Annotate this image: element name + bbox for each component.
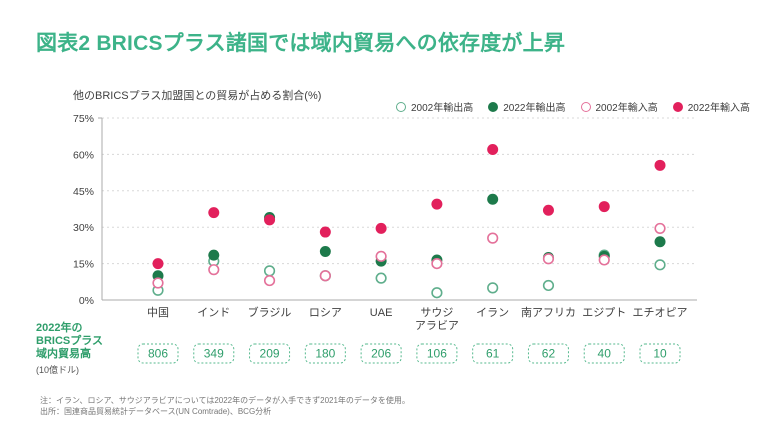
data-point: [654, 236, 666, 248]
volume-badge-value: 209: [260, 347, 280, 361]
volume-badge-box: [360, 343, 402, 364]
data-point: [208, 207, 220, 219]
open-circle-pink-icon: [580, 101, 591, 112]
volume-badge-box: [137, 343, 179, 364]
data-point: [375, 272, 387, 284]
data-point: [375, 222, 387, 234]
data-point: [152, 277, 164, 289]
volume-badge-value: 806: [148, 347, 168, 361]
data-point: [431, 287, 443, 299]
volume-badge-box: [527, 343, 569, 364]
volume-badge-value: 180: [315, 347, 335, 361]
volume-badge-value: 40: [598, 347, 612, 361]
data-point: [208, 249, 220, 261]
data-point: [319, 270, 331, 282]
volume-row-label-line1: 2022年の: [36, 322, 83, 334]
y-tick-label: 15%: [73, 259, 94, 271]
y-tick-label: 0%: [79, 295, 94, 307]
legend-label: 2002年輸入高: [595, 103, 658, 114]
data-point: [542, 253, 555, 265]
x-category-label: エジプト: [582, 306, 626, 319]
data-point: [375, 250, 387, 262]
legend-item-2002-imports: 2002年輸入高: [580, 99, 658, 114]
open-circle-green-icon: [396, 101, 406, 112]
volume-badge-box: [416, 343, 458, 364]
data-point: [487, 193, 499, 205]
data-point: [208, 264, 220, 276]
filled-circle-green-icon: [488, 101, 499, 112]
legend-item-2022-imports: 2022年輸入高: [672, 99, 750, 114]
legend-label: 2002年輸出高: [411, 103, 474, 114]
volume-row-unit: (10億ドル): [36, 365, 80, 375]
data-point: [654, 159, 666, 171]
x-category-label: ロシア: [309, 307, 342, 319]
page-title: 図表2 BRICSプラス諸国では域内貿易への依存度が上昇: [36, 32, 566, 55]
volume-badge-value: 10: [653, 347, 667, 361]
x-category-label: インド: [197, 307, 230, 319]
data-point: [487, 144, 499, 156]
y-tick-label: 60%: [73, 149, 94, 161]
data-point: [263, 265, 276, 277]
filled-circle-pink-icon: [672, 101, 683, 112]
data-point: [487, 232, 499, 244]
y-tick-label: 45%: [73, 186, 94, 198]
volume-badge-value: 106: [427, 347, 447, 361]
data-point: [598, 201, 610, 213]
volume-badge-value: 62: [542, 347, 556, 361]
y-tick-label: 75%: [73, 113, 94, 125]
volume-badge-value: 349: [204, 347, 224, 361]
volume-badge-value: 61: [486, 347, 500, 361]
data-point: [654, 259, 666, 271]
data-point: [598, 254, 610, 266]
chart-legend: 2002年輸出高 2022年輸出高 2002年輸入高 2022年輸入高: [396, 99, 750, 114]
x-category-label: エチオピア: [633, 306, 688, 319]
footnotes: 注：イラン、ロシア、サウジアラビアについては2022年のデータが入手できず202…: [40, 395, 740, 417]
volume-badge-box: [249, 343, 291, 364]
data-point: [263, 274, 276, 287]
data-point: [319, 245, 331, 257]
footnote-source: 出所：国連商品貿易統計データベース(UN Comtrade)、BCG分析: [40, 407, 272, 416]
x-category-label: 南アフリカ: [521, 306, 576, 319]
volume-badge-box: [583, 343, 625, 364]
data-point: [152, 258, 164, 270]
y-tick-label: 30%: [73, 222, 94, 234]
legend-item-2002-exports: 2002年輸出高: [396, 99, 473, 114]
volume-row-label: 2022年の BRICSプラス 域内貿易高: [36, 322, 126, 361]
legend-label: 2022年輸出高: [503, 103, 566, 114]
data-point: [542, 279, 555, 292]
footnote-source-note: 注：イラン、ロシア、サウジアラビアについては2022年のデータが入手できず202…: [40, 396, 410, 405]
x-category-label: ブラジル: [248, 305, 292, 319]
volume-badge-box: [472, 343, 514, 364]
volume-badge-box: [193, 343, 235, 364]
volume-badge-box: [639, 343, 681, 364]
data-point: [542, 204, 554, 216]
data-point: [487, 282, 499, 294]
legend-label: 2022年輸入高: [687, 103, 750, 114]
x-category-label: イラン: [476, 307, 509, 319]
volume-row-label-line3: 域内貿易高: [36, 348, 91, 360]
data-point: [654, 222, 666, 235]
volume-badge-value: 206: [371, 347, 391, 361]
data-point: [431, 258, 443, 270]
volume-row-label-line2: BRICSプラス: [36, 335, 104, 347]
legend-item-2022-exports: 2022年輸出高: [488, 99, 566, 114]
data-point: [264, 214, 276, 226]
data-point: [431, 198, 443, 210]
x-category-label: サウジアラビア: [415, 306, 459, 332]
data-point: [319, 226, 331, 238]
volume-badge-box: [304, 343, 346, 364]
chart-subtitle: 他のBRICSプラス加盟国との貿易が占める割合(%): [73, 90, 322, 102]
x-category-label: 中国: [147, 306, 169, 319]
x-category-label: UAE: [370, 307, 393, 319]
